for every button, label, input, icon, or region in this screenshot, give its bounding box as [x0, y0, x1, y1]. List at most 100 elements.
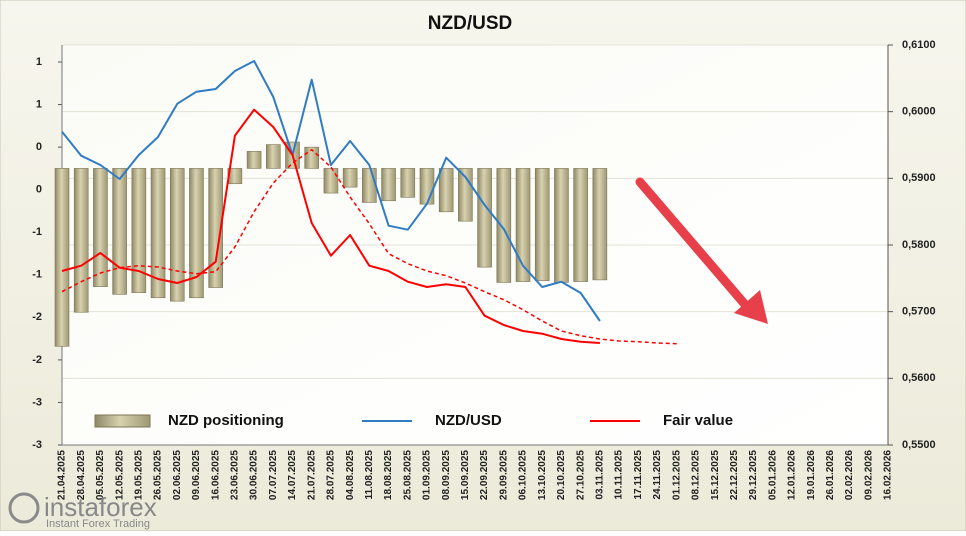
y-tick-label: -2: [32, 311, 42, 323]
bar: [246, 151, 262, 169]
x-tick-label: 05.05.2025: [95, 450, 106, 500]
x-tick-label: 14.07.2025: [287, 450, 298, 500]
watermark-tagline: Instant Forex Trading: [46, 518, 150, 530]
x-tick-label: 03.11.2025: [595, 450, 606, 500]
bar: [112, 168, 127, 295]
x-tick-label: 13.10.2025: [537, 450, 548, 500]
x-tick-label: 02.02.2026: [844, 450, 855, 500]
x-tick-label: 29.12.2025: [748, 450, 759, 500]
x-tick-label: 21.04.2025: [57, 450, 68, 500]
bar: [150, 168, 166, 299]
x-tick-label: 25.08.2025: [402, 450, 413, 500]
y2-tick-label: 0,5900: [902, 172, 936, 184]
x-tick-label: 12.01.2026: [787, 450, 798, 500]
bar: [573, 168, 588, 282]
bar: [438, 168, 454, 213]
bar: [169, 168, 185, 302]
x-tick-label: 06.10.2025: [518, 450, 529, 500]
watermark-brand: instaforex: [44, 492, 157, 522]
y-tick-label: -3: [32, 439, 42, 451]
x-tick-label: 26.05.2025: [153, 450, 164, 500]
x-tick-label: 07.07.2025: [268, 450, 279, 500]
x-tick-label: 15.12.2025: [710, 450, 721, 500]
x-tick-label: 18.08.2025: [383, 450, 394, 500]
bar: [304, 146, 320, 169]
x-tick-label: 29.09.2025: [498, 450, 509, 500]
x-tick-label: 24.11.2025: [652, 450, 663, 500]
bar: [342, 168, 358, 188]
x-tick-label: 19.01.2026: [806, 450, 817, 500]
x-tick-label: 19.05.2025: [133, 450, 144, 500]
x-tick-label: 08.09.2025: [441, 450, 452, 500]
bar: [323, 168, 339, 194]
bar: [496, 168, 512, 283]
bar: [131, 168, 147, 293]
x-tick-label: 01.09.2025: [422, 450, 433, 500]
y2-tick-label: 0,6000: [902, 106, 936, 118]
legend-label: NZD/USD: [435, 412, 502, 429]
x-tick-label: 23.06.2025: [230, 450, 241, 500]
y2-tick-label: 0,5600: [902, 372, 936, 384]
y2-tick-label: 0,5500: [902, 439, 936, 451]
bar: [93, 168, 108, 288]
watermark: instaforex Instant Forex Trading: [8, 492, 157, 530]
x-tick-label: 16.06.2025: [210, 450, 221, 500]
y2-tick-label: 0,5800: [902, 239, 936, 251]
y-tick-label: 1: [36, 56, 42, 68]
y2-tick-label: 0,6100: [902, 39, 936, 51]
x-tick-label: 02.06.2025: [172, 450, 183, 500]
y-tick-label: -1: [32, 269, 42, 281]
x-tick-label: 01.12.2025: [671, 450, 682, 500]
x-tick-label: 20.10.2025: [556, 450, 567, 500]
line: [61, 60, 601, 322]
y-tick-label: -1: [32, 226, 42, 238]
bar: [266, 144, 281, 169]
y-tick-label: 1: [36, 98, 42, 110]
y2-tick-label: 0,5700: [902, 306, 936, 318]
bar: [362, 168, 377, 203]
bar: [54, 168, 70, 347]
line: [61, 148, 677, 345]
y-tick-label: 0: [36, 184, 42, 196]
x-tick-label: 22.09.2025: [479, 450, 490, 500]
x-tick-label: 08.12.2025: [691, 450, 702, 500]
x-tick-label: 05.01.2026: [767, 450, 778, 500]
x-tick-label: 28.07.2025: [326, 450, 337, 500]
bar: [381, 168, 396, 202]
x-tick-label: 04.08.2025: [345, 450, 356, 500]
bar: [73, 168, 89, 313]
line: [61, 108, 600, 344]
bar: [189, 168, 204, 299]
x-tick-label: 10.11.2025: [614, 450, 625, 500]
legend-label: Fair value: [663, 412, 733, 429]
bar: [592, 168, 608, 281]
legend-swatch: [94, 414, 151, 428]
bar: [515, 168, 531, 282]
trend-arrow: [635, 177, 768, 324]
x-tick-label: 17.11.2025: [633, 450, 644, 500]
chart-title: NZD/USD: [428, 13, 512, 34]
x-tick-label: 27.10.2025: [575, 450, 586, 500]
x-tick-label: 16.02.2026: [883, 450, 894, 500]
x-tick-label: 09.02.2026: [863, 450, 874, 500]
x-tick-label: 26.01.2026: [825, 450, 836, 500]
x-tick-label: 15.09.2025: [460, 450, 471, 500]
bar: [400, 168, 416, 198]
x-tick-label: 21.07.2025: [306, 450, 317, 500]
x-tick-label: 11.08.2025: [364, 450, 375, 500]
x-tick-label: 12.05.2025: [114, 450, 125, 500]
x-tick-label: 30.06.2025: [249, 450, 260, 500]
bar: [419, 168, 435, 205]
x-tick-label: 28.04.2025: [76, 450, 87, 500]
bar: [208, 168, 223, 288]
bar: [477, 168, 492, 268]
y-tick-label: -2: [32, 354, 42, 366]
bar: [534, 168, 550, 282]
y-tick-label: 0: [36, 141, 42, 153]
legend-label: NZD positioning: [168, 412, 284, 429]
x-tick-label: 09.06.2025: [191, 450, 202, 500]
bar: [554, 168, 569, 283]
y-tick-label: -3: [32, 396, 42, 408]
x-tick-label: 22.12.2025: [729, 450, 740, 500]
